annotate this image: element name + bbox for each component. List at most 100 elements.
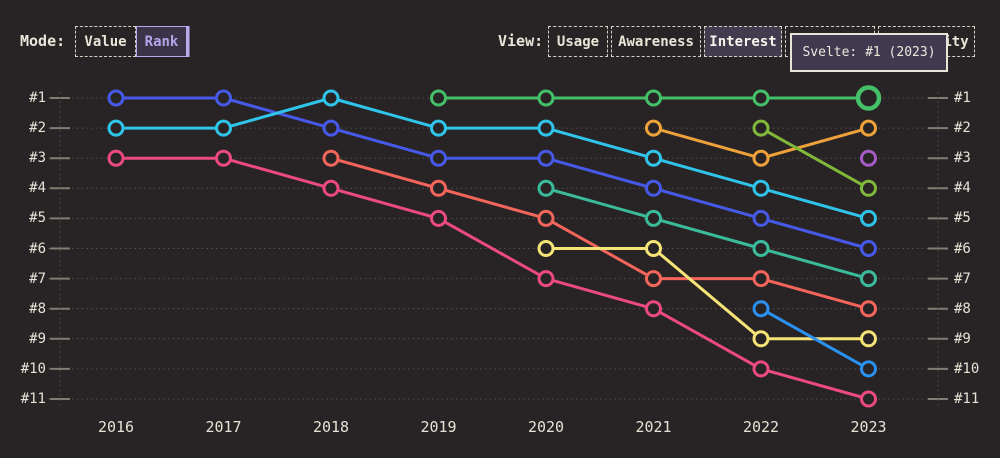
data-point-yellow-2021[interactable] — [645, 240, 662, 257]
series-blue — [107, 89, 877, 257]
data-point-yellow-2020[interactable] — [537, 240, 555, 257]
data-point-salmon-2018[interactable] — [322, 149, 340, 167]
rank-label-right: #6 — [954, 240, 971, 257]
data-point-salmon-2022[interactable] — [752, 270, 770, 288]
rank-label-left: #6 — [29, 240, 46, 257]
tooltip: Svelte: #1 (2023) — [790, 33, 948, 72]
series-line-salmon — [329, 156, 870, 311]
series-line-blue — [114, 96, 870, 250]
data-point-amber-2022[interactable] — [752, 149, 770, 167]
year-label: 2023 — [850, 418, 887, 436]
rank-label-left: #7 — [29, 270, 46, 287]
data-point-amber-2021[interactable] — [645, 119, 662, 137]
data-point-blue-2023[interactable] — [860, 240, 877, 257]
year-label: 2020 — [527, 418, 565, 436]
data-point-blue-2016[interactable] — [107, 89, 125, 107]
year-label: 2021 — [635, 418, 672, 436]
series-amber — [645, 119, 877, 167]
data-point-blue-2020[interactable] — [537, 149, 555, 167]
data-point-pink-2019[interactable] — [430, 209, 447, 227]
data-point-pink-2020[interactable] — [537, 270, 555, 288]
rank-label-right: #11 — [954, 391, 980, 407]
series-cyan — [107, 89, 877, 227]
data-point-cyan-2019[interactable] — [430, 119, 447, 137]
data-point-blue-2022[interactable] — [752, 209, 770, 227]
data-point-amber-2023[interactable] — [860, 119, 877, 137]
data-point-pink-2016[interactable] — [107, 149, 125, 167]
mode-label: Mode: — [20, 32, 66, 50]
data-point-yellow-2023[interactable] — [860, 330, 877, 348]
data-point-pink-2017[interactable] — [215, 149, 232, 167]
data-point-teal-2022[interactable] — [752, 240, 770, 257]
data-point-cyan-2018[interactable] — [322, 89, 340, 107]
rank-label-right: #7 — [954, 270, 971, 287]
rank-label-right: #8 — [954, 300, 971, 317]
view-usage-button[interactable]: Usage — [548, 26, 608, 57]
year-label: 2022 — [742, 418, 780, 436]
data-point-blue-2017[interactable] — [215, 89, 232, 107]
rank-label-right: #2 — [954, 120, 971, 137]
series-line-olive — [759, 126, 870, 190]
data-point-cyan-2023[interactable] — [860, 209, 877, 227]
mode-value-button[interactable]: Value — [75, 26, 136, 57]
rank-label-right: #3 — [954, 150, 971, 167]
series-pink — [107, 149, 877, 408]
series-salmon — [322, 149, 877, 318]
data-point-green-2019[interactable] — [430, 89, 447, 107]
data-point-salmon-2019[interactable] — [430, 179, 447, 197]
series-line-cyan — [114, 96, 870, 220]
data-point-cyan-2016[interactable] — [107, 119, 125, 137]
series-olive — [752, 119, 877, 197]
data-point-olive-2022[interactable] — [752, 119, 770, 137]
series-line-pink — [114, 156, 870, 401]
rank-label-left: #2 — [29, 120, 46, 137]
rank-label-left: #11 — [20, 391, 46, 407]
data-point-green-2021[interactable] — [645, 89, 662, 107]
rank-label-right: #9 — [954, 330, 971, 347]
data-point-green-2020[interactable] — [537, 89, 555, 107]
rank-label-right: #4 — [954, 180, 971, 197]
rank-label-left: #10 — [20, 360, 46, 377]
data-point-teal-2020[interactable] — [537, 179, 555, 197]
data-point-cyan-2020[interactable] — [537, 119, 555, 137]
data-point-cyan-2022[interactable] — [752, 179, 770, 197]
data-point-salmon-2020[interactable] — [537, 209, 555, 227]
data-point-blue-2019[interactable] — [430, 149, 447, 167]
series-yellow — [537, 240, 877, 348]
rank-label-left: #8 — [29, 300, 46, 317]
data-point-dodger-2023[interactable] — [860, 360, 877, 378]
data-point-salmon-2021[interactable] — [645, 270, 662, 288]
data-point-teal-2021[interactable] — [645, 209, 662, 227]
data-point-teal-2023[interactable] — [860, 270, 877, 288]
year-label: 2019 — [420, 418, 457, 436]
data-point-pink-2022[interactable] — [752, 360, 770, 378]
tooltip-text: Svelte: #1 (2023) — [802, 45, 936, 60]
data-point-salmon-2023[interactable] — [860, 300, 877, 318]
series-line-dodger — [759, 307, 870, 371]
series-green — [430, 85, 882, 111]
view-awareness-button[interactable]: Awareness — [611, 26, 701, 57]
data-point-blue-2018[interactable] — [322, 119, 340, 137]
data-point-pink-2021[interactable] — [645, 300, 662, 318]
data-point-blue-2021[interactable] — [645, 179, 662, 197]
data-point-cyan-2021[interactable] — [645, 149, 662, 167]
rank-label-left: #3 — [29, 150, 46, 167]
rank-label-right: #5 — [954, 210, 971, 227]
data-point-cyan-2017[interactable] — [215, 119, 232, 137]
series-teal — [537, 179, 877, 288]
data-point-green-2022[interactable] — [752, 89, 770, 107]
view-interest-button[interactable]: Interest — [704, 26, 782, 57]
data-point-pink-2023[interactable] — [860, 390, 877, 408]
mode-rank-button[interactable]: Rank — [136, 26, 187, 57]
data-point-pink-2018[interactable] — [322, 179, 340, 197]
data-point-purple-2023[interactable] — [860, 149, 877, 167]
rank-label-right: #1 — [954, 90, 971, 106]
series-line-teal — [544, 186, 870, 281]
data-point-green-2023[interactable] — [855, 85, 882, 111]
data-point-dodger-2022[interactable] — [752, 300, 770, 318]
data-point-yellow-2022[interactable] — [752, 330, 770, 348]
view-label: View: — [498, 32, 544, 50]
data-point-olive-2023[interactable] — [860, 179, 877, 197]
